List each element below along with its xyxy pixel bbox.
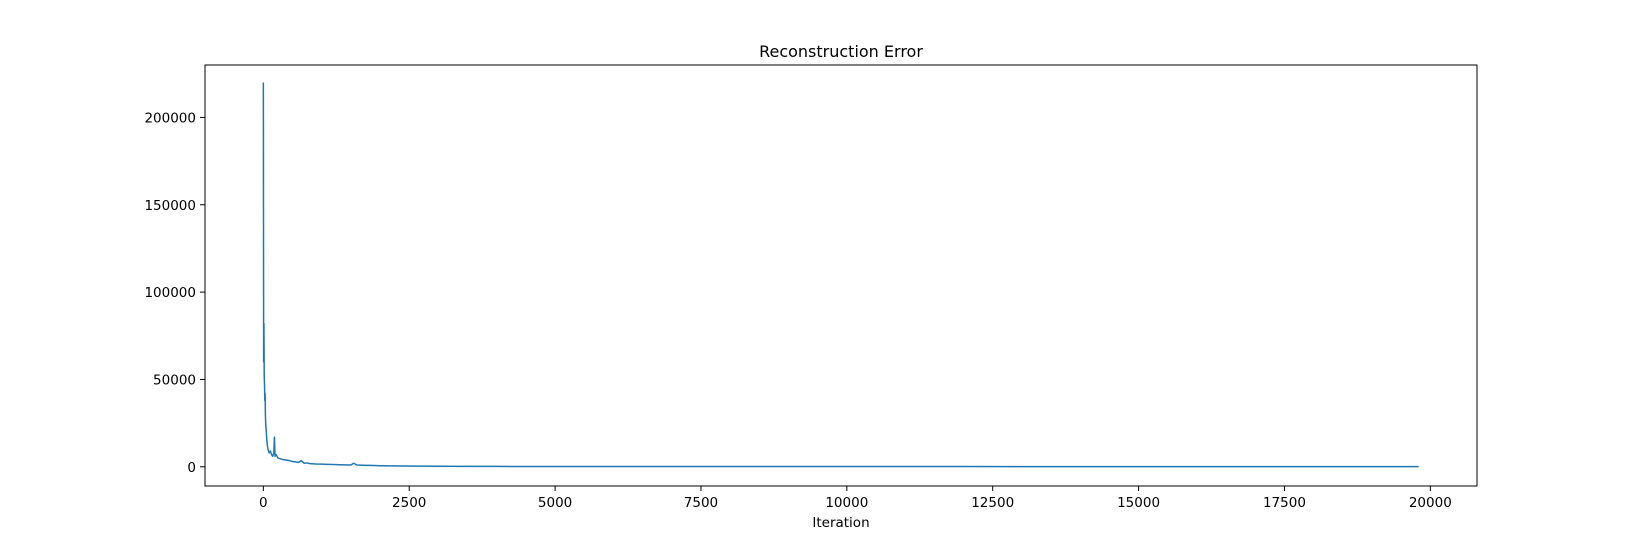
series-line <box>262 82 1419 468</box>
plot-frame <box>204 64 1478 487</box>
x-tick-label: 17500 <box>1263 495 1306 511</box>
x-axis-label: Iteration <box>812 515 869 531</box>
y-tick-label: 100000 <box>144 285 196 301</box>
x-tick-label: 15000 <box>1117 495 1160 511</box>
x-tick-label: 10000 <box>825 495 868 511</box>
y-tick-label: 50000 <box>153 372 196 388</box>
x-tick-label: 2500 <box>392 495 426 511</box>
x-tick-label: 0 <box>259 495 268 511</box>
x-tick-label: 5000 <box>538 495 572 511</box>
x-tick-label: 12500 <box>971 495 1014 511</box>
y-tick-label: 200000 <box>144 110 196 126</box>
y-tick-label: 0 <box>187 460 196 476</box>
x-tick-label: 7500 <box>684 495 718 511</box>
chart-title: Reconstruction Error <box>759 42 923 61</box>
y-tick-label: 150000 <box>144 198 196 214</box>
x-tick-label: 20000 <box>1409 495 1452 511</box>
